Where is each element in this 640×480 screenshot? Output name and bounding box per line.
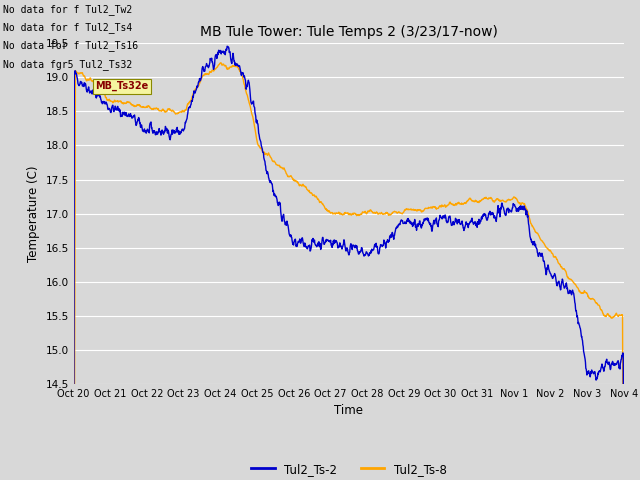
Legend: Tul2_Ts-2, Tul2_Ts-8: Tul2_Ts-2, Tul2_Ts-8 [246,458,451,480]
Text: No data fgr5 Tul2_Ts32: No data fgr5 Tul2_Ts32 [3,59,132,70]
Text: MB_Ts32e: MB_Ts32e [95,81,149,92]
Title: MB Tule Tower: Tule Temps 2 (3/23/17-now): MB Tule Tower: Tule Temps 2 (3/23/17-now… [200,25,498,39]
Y-axis label: Temperature (C): Temperature (C) [27,165,40,262]
Text: No data for f Tul2_Ts16: No data for f Tul2_Ts16 [3,40,138,51]
Text: No data for f Tul2_Tw2: No data for f Tul2_Tw2 [3,4,132,15]
Text: No data for f Tul2_Ts4: No data for f Tul2_Ts4 [3,22,132,33]
X-axis label: Time: Time [334,405,364,418]
